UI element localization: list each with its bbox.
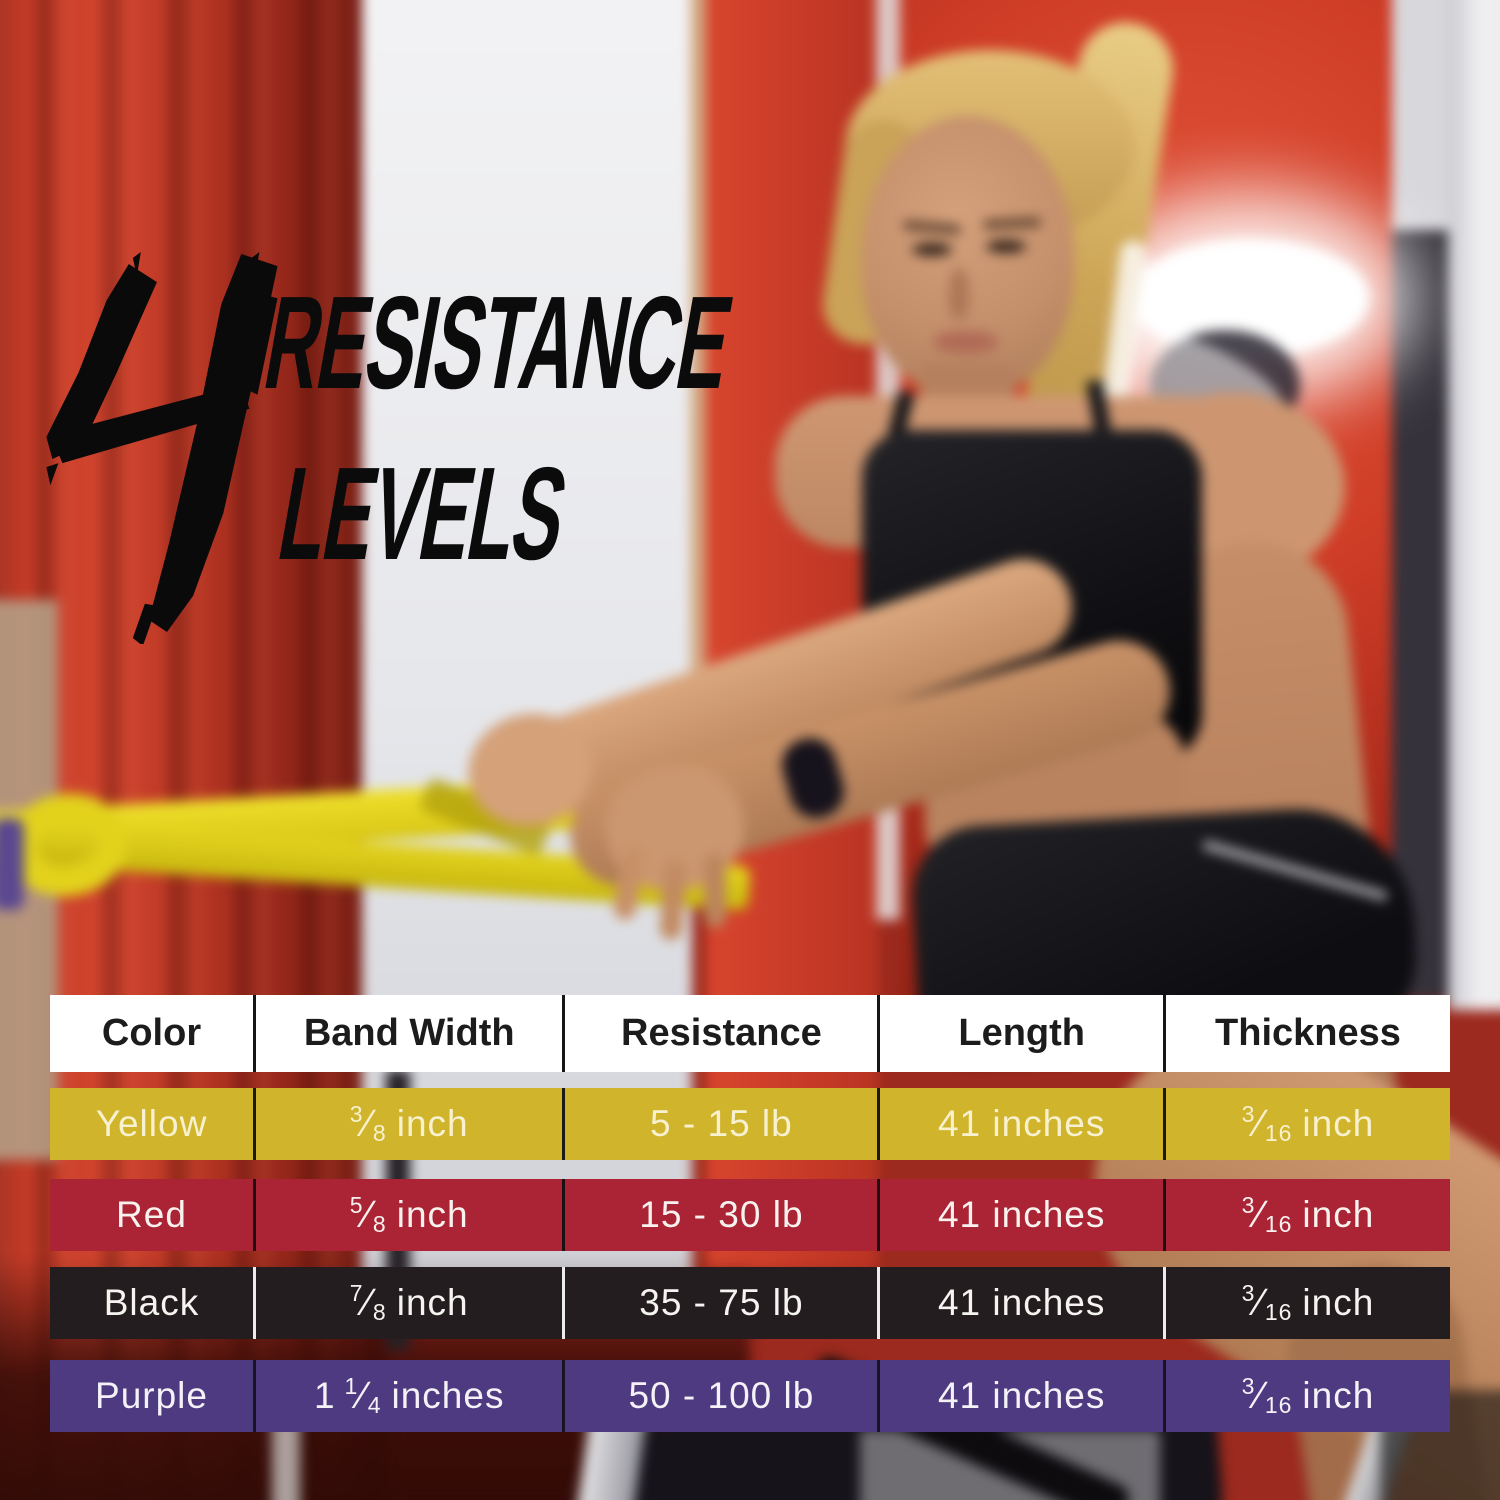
header-cell-thickness: Thickness — [1162, 995, 1450, 1072]
header-cell-band-width: Band Width — [253, 995, 562, 1072]
cell-thickness: 3 ⁄ 16 inch — [1162, 1088, 1450, 1160]
tan-sliver — [690, 0, 708, 730]
cell-resistance: 5 - 15 lb — [562, 1088, 877, 1160]
cell-length: 41 inches — [877, 1088, 1163, 1160]
cell-resistance: 50 - 100 lb — [562, 1360, 877, 1432]
cell-color: Purple — [95, 1375, 208, 1416]
table-row-yellow: Yellow 3 ⁄ 8 inch 5 - 15 lb 41 inches 3 ⁄ 16 inch — [50, 1088, 1450, 1160]
cell-color: Red — [116, 1194, 187, 1235]
headline-line2: LEVELS — [269, 440, 577, 587]
cell-length: 41 inches — [877, 1267, 1163, 1339]
light-pole — [272, 1420, 300, 1500]
lips — [934, 331, 998, 353]
header-cell-length: Length — [877, 995, 1163, 1072]
table-row-black: Black 7 ⁄ 8 inch 35 - 75 lb 41 inches 3 ⁄ 16 inch — [50, 1267, 1450, 1339]
header-cell-color: Color — [101, 1012, 202, 1054]
cell-band-width: 7 ⁄ 8 inch — [253, 1267, 562, 1339]
face — [862, 116, 1074, 398]
cell-resistance: 15 - 30 lb — [562, 1179, 877, 1251]
cell-length: 41 inches — [877, 1360, 1163, 1432]
table-row-purple: Purple 1 1 ⁄ 4 inches 50 - 100 lb 41 inches 3 ⁄ 16… — [50, 1360, 1450, 1432]
cell-color: Yellow — [95, 1103, 208, 1144]
header-cell-resistance: Resistance — [562, 995, 877, 1072]
eye-right — [986, 240, 1026, 253]
cell-band-width: 3 ⁄ 8 inch — [253, 1088, 562, 1160]
cell-thickness: 3 ⁄ 16 inch — [1162, 1360, 1450, 1432]
cell-color: Black — [103, 1282, 200, 1323]
table-row-red: Red 5 ⁄ 8 inch 15 - 30 lb 41 inches 3 ⁄ 16 inch — [50, 1179, 1450, 1251]
finger-3 — [704, 854, 726, 928]
table-rows: Yellow 3 ⁄ 8 inch 5 - 15 lb 41 inches 3 ⁄ 16 inch R… — [50, 1088, 1450, 1432]
brush-number-four — [46, 252, 278, 644]
white-edge-right — [1448, 0, 1500, 1010]
cell-band-width: 5 ⁄ 8 inch — [253, 1179, 562, 1251]
cell-thickness: 3 ⁄ 16 inch — [1162, 1179, 1450, 1251]
purple-band-clip — [0, 818, 24, 910]
cell-band-width: 1 1 ⁄ 4 inches — [253, 1360, 562, 1432]
spec-table: Color Band Width Resistance Length Thickness… — [50, 995, 1450, 1432]
headline-line1: RESISTANCE — [255, 269, 742, 416]
cell-length: 41 inches — [877, 1179, 1163, 1251]
nose-shadow — [949, 268, 969, 320]
cell-thickness: 3 ⁄ 16 inch — [1162, 1267, 1450, 1339]
cell-resistance: 35 - 75 lb — [562, 1267, 877, 1339]
table-header-row: Color Band Width Resistance Length Thickness — [50, 995, 1450, 1072]
eye-left — [912, 243, 952, 256]
white-panel — [362, 0, 692, 1300]
